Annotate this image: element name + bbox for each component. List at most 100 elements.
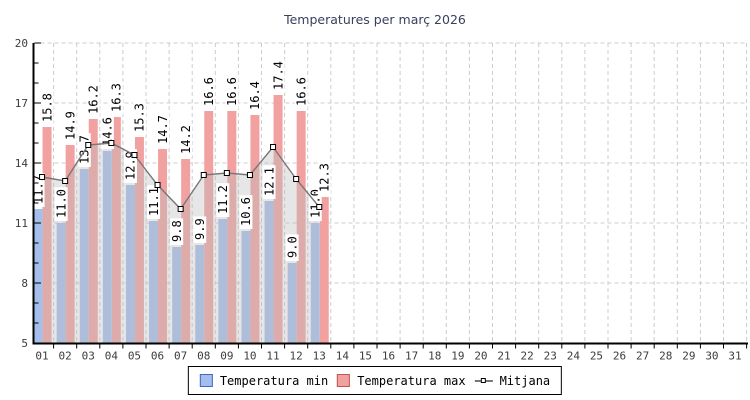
bar-value-label-bg xyxy=(248,79,262,113)
x-tick-label: 31 xyxy=(728,350,741,363)
bar-value-label: 14.2 xyxy=(179,125,193,154)
mean-marker xyxy=(108,140,115,146)
x-tick-label: 07 xyxy=(174,350,187,363)
bar-value-label-bg xyxy=(225,75,239,109)
bar-value-label: 15.3 xyxy=(133,103,147,132)
x-tick-label: 27 xyxy=(636,350,649,363)
bar-value-label: 12.9 xyxy=(124,151,138,180)
x-tick-label: 26 xyxy=(613,350,626,363)
bar-value-label: 14.7 xyxy=(156,115,170,144)
legend-mean-marker-icon xyxy=(474,376,493,385)
bar-value-label: 11.7 xyxy=(31,175,45,204)
bar-value-label-bg xyxy=(86,83,100,117)
bar-value-label-bg xyxy=(193,216,207,243)
bar-value-label: 11.2 xyxy=(216,185,230,214)
mean-marker xyxy=(316,204,323,210)
bar-max xyxy=(227,111,237,343)
bar-value-label-bg xyxy=(63,109,77,143)
x-tick-label: 23 xyxy=(544,350,557,363)
bar-max xyxy=(296,111,306,343)
chart-title: Temperatures per març 2026 xyxy=(284,12,466,27)
bar-value-label: 10.6 xyxy=(239,197,253,226)
bar-value-label-bg xyxy=(308,187,322,221)
x-tick-label: 21 xyxy=(497,350,510,363)
bar-max xyxy=(111,117,121,343)
x-tick-label: 20 xyxy=(474,350,487,363)
x-tick-label: 18 xyxy=(428,350,441,363)
x-tick-label: 28 xyxy=(659,350,672,363)
bar-value-label: 12.1 xyxy=(262,167,276,196)
x-tick-label: 13 xyxy=(313,350,326,363)
bar-value-label-bg xyxy=(239,195,253,229)
x-tick-label: 05 xyxy=(128,350,141,363)
x-tick-label: 15 xyxy=(359,350,372,363)
bar-max xyxy=(204,111,214,343)
legend-swatch-min-icon xyxy=(199,374,213,387)
bar-value-label-bg xyxy=(132,101,146,135)
bar-min xyxy=(218,219,228,343)
bar-value-label-bg xyxy=(294,75,308,109)
bar-value-label: 9.9 xyxy=(193,218,207,240)
bar-max xyxy=(181,159,191,343)
bar-value-label: 16.2 xyxy=(86,85,100,114)
mean-marker xyxy=(154,182,161,188)
bar-value-label: 16.3 xyxy=(110,83,124,112)
bar-max xyxy=(65,145,75,343)
bar-value-label-bg xyxy=(54,187,68,221)
bar-value-label: 14.6 xyxy=(101,117,115,146)
bar-value-label-bg xyxy=(147,185,161,219)
bar-value-label: 11.0 xyxy=(308,189,322,218)
bar-value-label: 14.9 xyxy=(63,111,77,140)
bar-value-label-bg xyxy=(202,75,216,109)
bar-min xyxy=(56,223,66,343)
x-tick-label: 24 xyxy=(567,350,581,363)
bar-value-label-bg xyxy=(179,123,193,157)
x-tick-label: 16 xyxy=(382,350,395,363)
y-tick-label: 8 xyxy=(21,277,28,290)
bar-value-label: 16.6 xyxy=(225,77,239,106)
x-tick-label: 03 xyxy=(82,350,95,363)
bar-min xyxy=(195,245,205,343)
y-tick-label: 14 xyxy=(15,157,29,170)
mean-marker xyxy=(131,152,138,158)
bar-value-label-bg xyxy=(40,91,54,125)
bar-value-label: 15.8 xyxy=(40,93,54,122)
bar-value-label: 16.6 xyxy=(294,77,308,106)
bar-min xyxy=(287,263,297,343)
bar-value-label-bg xyxy=(285,234,299,261)
x-tick-label: 10 xyxy=(243,350,256,363)
legend-item-max: Temperatura max xyxy=(337,374,466,388)
legend-label-min: Temperatura min xyxy=(219,373,329,388)
legend: Temperatura min Temperatura max Mitjana xyxy=(187,366,563,395)
mean-marker xyxy=(39,174,46,180)
bar-value-label: 16.4 xyxy=(248,81,262,110)
x-tick-label: 01 xyxy=(35,350,48,363)
bar-min xyxy=(125,185,135,343)
y-tick-label: 5 xyxy=(21,337,28,350)
x-tick-label: 02 xyxy=(59,350,72,363)
bar-min xyxy=(33,209,43,343)
bar-value-label-bg xyxy=(109,81,123,115)
bar-value-label-bg xyxy=(170,218,184,245)
mean-marker xyxy=(62,178,69,184)
bar-max xyxy=(158,149,168,343)
bar-min xyxy=(310,223,320,343)
bar-min xyxy=(149,221,159,343)
bar-value-label-bg xyxy=(262,165,276,199)
legend-label-mean: Mitjana xyxy=(499,373,551,388)
bar-min xyxy=(241,231,251,343)
x-tick-label: 06 xyxy=(151,350,164,363)
y-tick-label: 20 xyxy=(15,37,28,50)
bar-value-label-bg xyxy=(156,113,170,147)
bar-max xyxy=(250,115,260,343)
legend-swatch-max-icon xyxy=(337,374,351,387)
x-tick-label: 17 xyxy=(405,350,418,363)
legend-item-min: Temperatura min xyxy=(199,373,329,388)
x-tick-label: 14 xyxy=(336,350,350,363)
x-tick-label: 11 xyxy=(266,350,279,363)
x-tick-label: 04 xyxy=(105,350,119,363)
mean-marker xyxy=(293,176,300,182)
bar-max xyxy=(319,197,329,343)
